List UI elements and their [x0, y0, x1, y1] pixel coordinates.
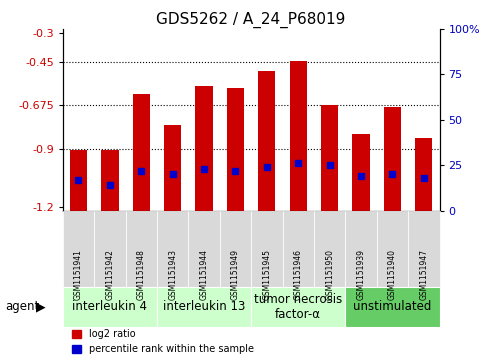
Text: ▶: ▶	[36, 300, 46, 313]
Legend: log2 ratio, percentile rank within the sample: log2 ratio, percentile rank within the s…	[68, 326, 258, 358]
Text: GSM1151950: GSM1151950	[325, 249, 334, 299]
Text: GSM1151945: GSM1151945	[262, 249, 271, 299]
Text: GSM1151946: GSM1151946	[294, 249, 303, 299]
Bar	[101, 150, 118, 211]
Bar	[258, 70, 275, 211]
Text: GSM1151942: GSM1151942	[105, 249, 114, 299]
Text: GSM1151947: GSM1151947	[419, 249, 428, 299]
Bar	[415, 138, 432, 211]
Text: interleukin 4: interleukin 4	[72, 300, 147, 313]
Bar	[164, 125, 181, 211]
Bar	[133, 94, 150, 211]
Text: GSM1151940: GSM1151940	[388, 249, 397, 299]
Text: interleukin 13: interleukin 13	[163, 300, 245, 313]
Bar	[384, 107, 401, 211]
Text: GSM1151939: GSM1151939	[356, 249, 366, 299]
Text: GSM1151944: GSM1151944	[199, 249, 209, 299]
Text: tumor necrosis
factor-α: tumor necrosis factor-α	[254, 293, 342, 321]
Text: GSM1151941: GSM1151941	[74, 249, 83, 299]
Text: GSM1151949: GSM1151949	[231, 249, 240, 299]
Bar	[70, 150, 87, 211]
Bar	[353, 134, 369, 211]
Bar	[196, 86, 213, 211]
Text: GSM1151948: GSM1151948	[137, 249, 146, 299]
Text: agent: agent	[5, 300, 39, 313]
Bar	[227, 88, 244, 211]
Text: unstimulated: unstimulated	[353, 300, 432, 313]
Title: GDS5262 / A_24_P68019: GDS5262 / A_24_P68019	[156, 12, 346, 28]
Text: GSM1151943: GSM1151943	[168, 249, 177, 299]
Bar	[321, 105, 338, 211]
Bar	[290, 61, 307, 211]
